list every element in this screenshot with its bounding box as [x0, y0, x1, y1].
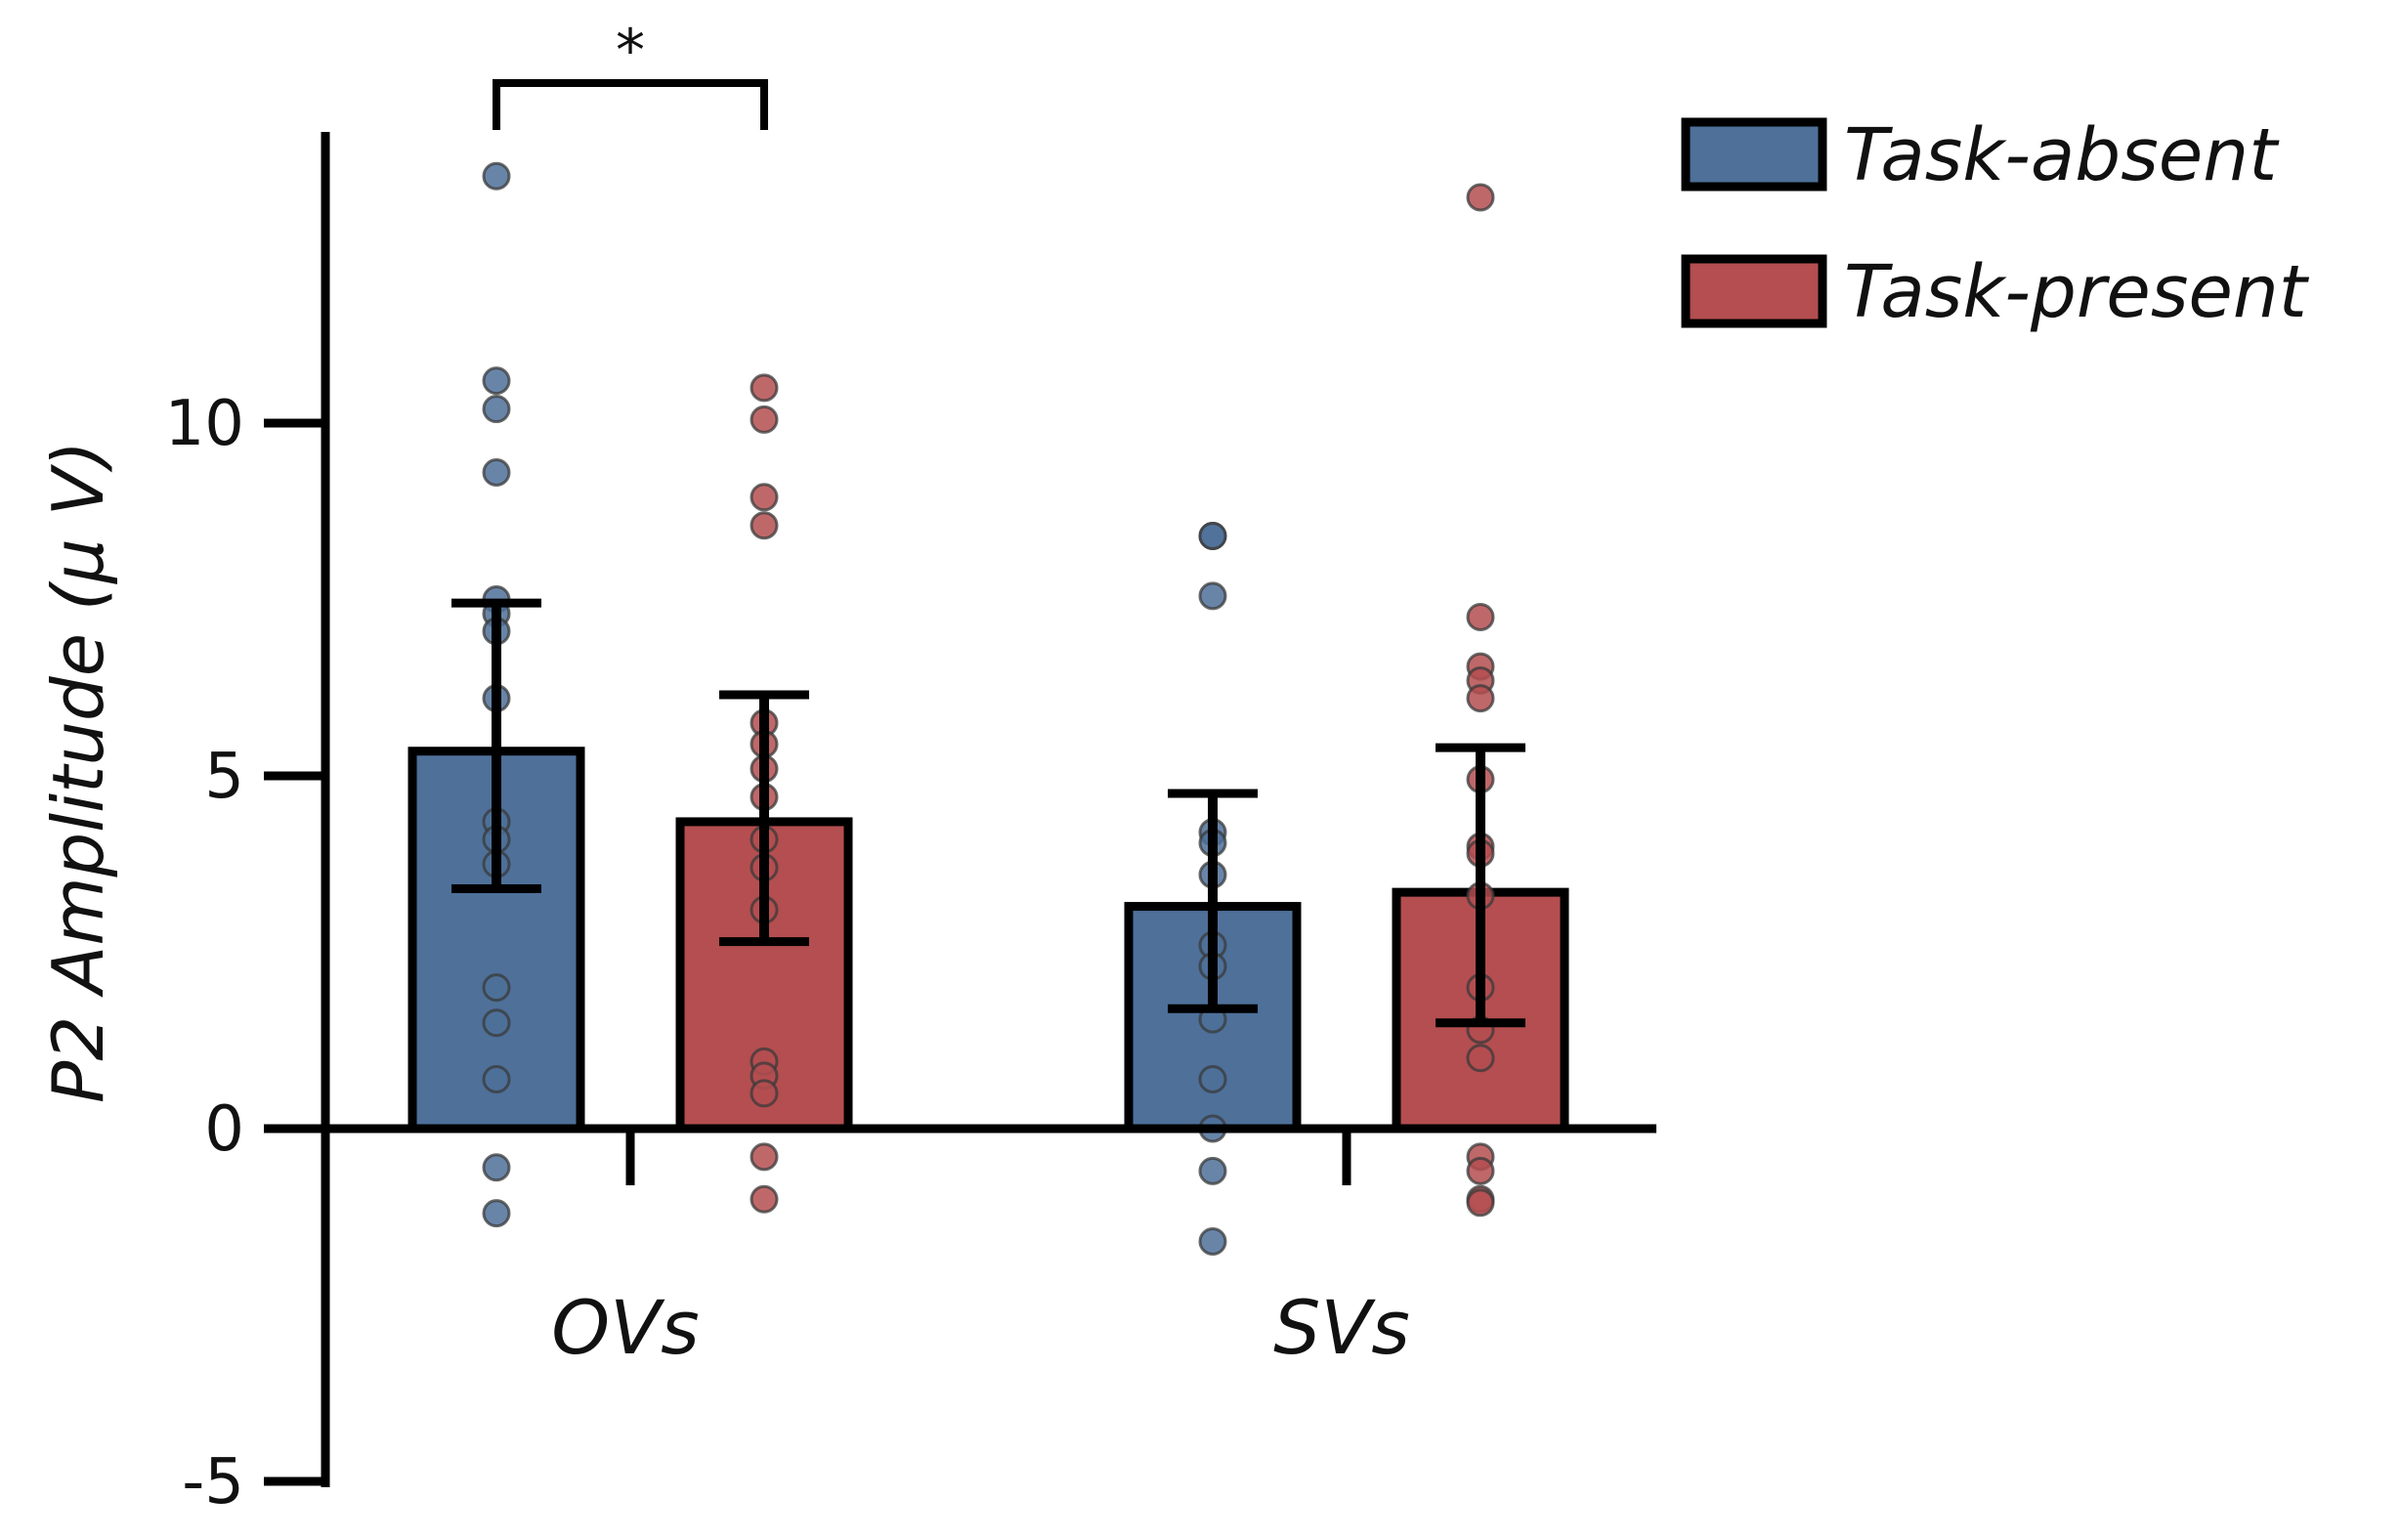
x-category-label-ovs: OVs [551, 1284, 699, 1371]
error-bar-task-present-ovs [719, 690, 809, 947]
data-point-task-absent-ovs-1 [482, 366, 511, 396]
legend-item-task-absent: Task-absent [1681, 113, 2280, 197]
data-point-task-present-svs-1 [1466, 603, 1495, 632]
data-point-task-absent-ovs-0 [482, 161, 511, 191]
y-axis-title: P2 Amplitude (μ V) [37, 441, 119, 1103]
legend-swatch-task-present [1681, 254, 1827, 328]
legend-label-task-present: Task-present [1844, 250, 2310, 334]
data-point-task-present-ovs-2 [750, 483, 779, 512]
legend-label-task-absent: Task-absent [1844, 113, 2280, 197]
data-point-task-present-svs-0 [1466, 183, 1495, 212]
x-category-label-svs: SVs [1273, 1284, 1410, 1371]
data-point-task-present-svs-13 [1466, 1156, 1495, 1185]
data-point-task-absent-ovs-15 [482, 1199, 511, 1228]
data-point-task-absent-ovs-14 [482, 1153, 511, 1182]
data-point-task-present-svs-11 [1466, 1044, 1495, 1073]
y-tick-label--5: -5 [182, 1446, 244, 1519]
significance-bracket [493, 79, 768, 130]
data-point-task-absent-svs-11 [1198, 1156, 1227, 1185]
error-bars-layer [451, 598, 1525, 1028]
data-point-task-absent-svs-9 [1198, 1064, 1227, 1093]
points-layer [482, 161, 1495, 1257]
legend-swatch-task-absent [1681, 117, 1827, 192]
legend-item-task-present: Task-present [1681, 250, 2310, 334]
data-point-task-absent-svs-1 [1198, 522, 1227, 551]
data-point-task-absent-ovs-13 [482, 1064, 511, 1093]
bars-layer [407, 747, 1569, 1134]
error-bar-task-present-svs [1436, 743, 1525, 1028]
data-point-task-present-ovs-3 [750, 511, 779, 540]
legend: Task-absent Task-present [1681, 113, 2310, 334]
y-tick-label-10: 10 [165, 388, 244, 460]
data-point-task-absent-svs-2 [1198, 581, 1227, 611]
data-point-task-present-ovs-0 [750, 373, 779, 403]
y-tick-label-0: 0 [204, 1093, 244, 1166]
data-point-task-absent-ovs-12 [482, 1008, 511, 1038]
data-point-task-absent-ovs-2 [482, 395, 511, 424]
data-point-task-present-ovs-1 [750, 405, 779, 434]
data-point-task-present-svs-4 [1466, 684, 1495, 713]
data-point-task-present-ovs-15 [750, 1184, 779, 1214]
data-point-task-absent-svs-12 [1198, 1227, 1227, 1257]
y-tick-label-5: 5 [204, 741, 244, 813]
data-point-task-present-svs-15 [1466, 1188, 1495, 1218]
error-bar-task-absent-ovs [451, 598, 541, 894]
significance-layer: * [493, 17, 768, 130]
axes-layer: -5 0 5 10 OVs SVs P2 Amplitude (μ V) [37, 132, 1656, 1519]
significance-star: * [616, 17, 645, 85]
error-bar-task-absent-svs [1168, 789, 1258, 1013]
data-point-task-absent-ovs-11 [482, 973, 511, 1003]
data-point-task-absent-ovs-3 [482, 458, 511, 488]
data-point-task-present-ovs-13 [750, 1079, 779, 1108]
data-point-task-present-ovs-14 [750, 1142, 779, 1172]
